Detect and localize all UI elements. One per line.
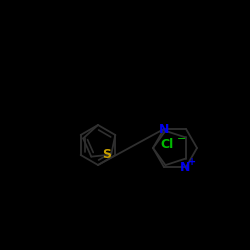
- Text: S: S: [102, 148, 111, 161]
- Text: −: −: [177, 134, 187, 144]
- Text: +: +: [188, 157, 196, 167]
- Text: N: N: [180, 160, 190, 173]
- Text: N: N: [159, 124, 169, 136]
- Text: Cl: Cl: [160, 138, 173, 150]
